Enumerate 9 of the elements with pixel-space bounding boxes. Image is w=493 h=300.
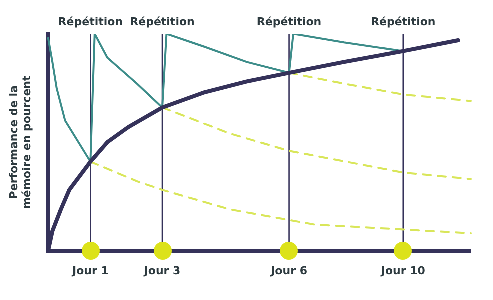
x-tick-label: Jour 10 <box>380 264 426 278</box>
x-tick-label: Jour 3 <box>143 264 181 278</box>
ref-line-label: Répétition <box>58 15 124 28</box>
ref-line-label: Répétition <box>371 15 436 28</box>
ref-line-label: Répétition <box>130 15 195 28</box>
y-axis-title: Performance de la mémoire en pourcent <box>7 76 34 210</box>
ref-line-label: Répétition <box>256 15 322 28</box>
x-tick-label: Jour 1 <box>71 264 109 278</box>
x-tick-label: Jour 6 <box>270 264 308 278</box>
